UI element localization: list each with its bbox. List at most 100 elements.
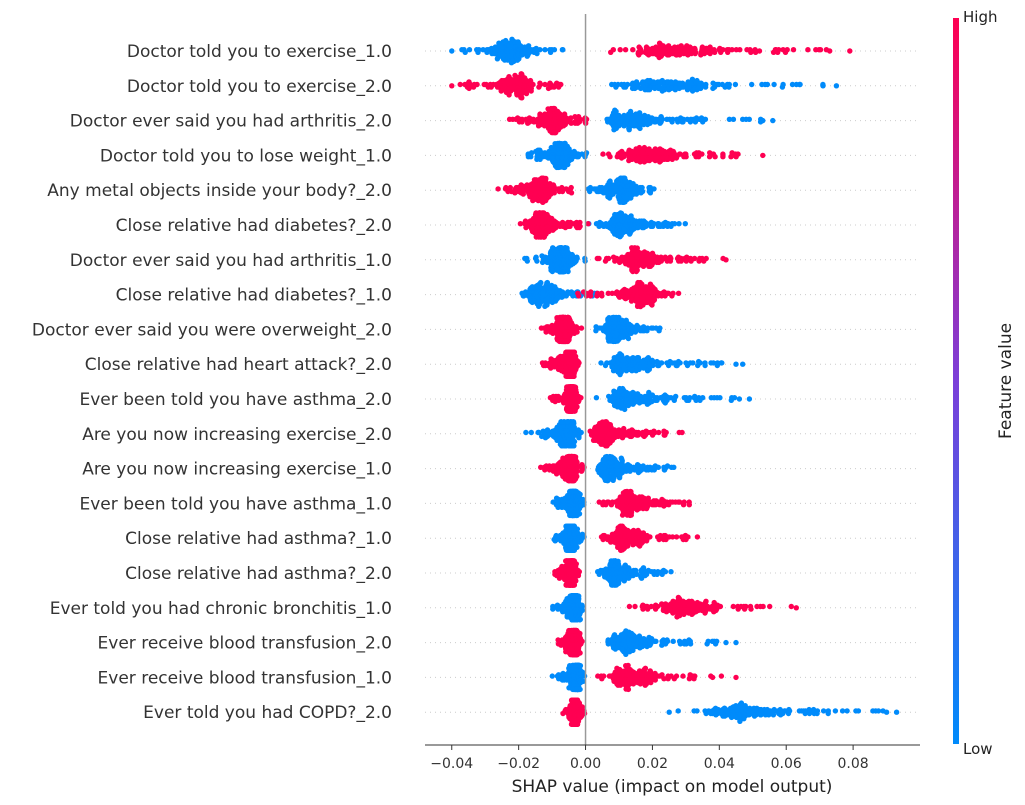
shap-point-3-low <box>556 164 562 171</box>
shap-point-4-high <box>568 190 575 196</box>
shap-point-2-low <box>675 119 681 125</box>
shap-point-8-high <box>557 314 563 321</box>
shap-point-2-low <box>633 111 639 117</box>
shap-point-4-high <box>520 191 526 197</box>
feature-label: Are you now increasing exercise_2.0 <box>82 425 392 445</box>
shap-point-3-low <box>537 156 543 162</box>
shap-point-9-low <box>654 358 660 365</box>
feature-label: Doctor told you to exercise_1.0 <box>127 42 392 62</box>
shap-point-1-low <box>749 81 755 88</box>
shap-point-2-high <box>514 115 521 121</box>
shap-point-1-high <box>498 88 504 94</box>
shap-point-5-low <box>627 231 633 237</box>
shap-point-13-high <box>643 505 650 512</box>
shap-point-10-low <box>708 395 714 401</box>
shap-point-2-low <box>664 116 670 123</box>
shap-point-11-high <box>615 433 622 440</box>
shap-point-4-high <box>495 186 501 192</box>
shap-point-2-low <box>677 115 684 121</box>
shap-point-6-high <box>651 253 657 259</box>
shap-point-3-low <box>548 144 554 151</box>
shap-point-7-high <box>661 289 667 295</box>
feature-label: Are you now increasing exercise_1.0 <box>82 460 392 480</box>
shap-point-0-high <box>684 43 690 49</box>
shap-point-13-high <box>659 496 665 503</box>
shap-point-13-low <box>573 488 579 495</box>
shap-point-5-high <box>549 215 555 222</box>
shap-point-0-high <box>689 49 695 55</box>
shap-outlier-point <box>760 152 766 159</box>
feature-label: Ever been told you have asthma_1.0 <box>79 494 392 514</box>
shap-point-10-low <box>673 393 679 400</box>
shap-point-0-high <box>780 47 786 53</box>
shap-point-10-high <box>550 393 556 400</box>
shap-outlier-point <box>827 48 833 54</box>
shap-point-14-low <box>553 532 559 539</box>
shap-point-10-low <box>630 389 636 396</box>
shap-point-1-low <box>702 84 709 90</box>
shap-point-7-low <box>534 301 540 307</box>
shap-point-11-high <box>587 428 593 434</box>
shap-point-9-low <box>638 364 644 370</box>
shap-point-0-high <box>630 47 636 53</box>
shap-point-0-low <box>519 52 525 58</box>
shap-point-4-low <box>617 175 624 181</box>
shap-point-2-low <box>616 112 622 119</box>
shap-point-9-low <box>684 362 691 369</box>
shap-point-4-high <box>524 182 530 188</box>
shap-point-3-high <box>729 150 735 156</box>
shap-point-0-low <box>534 50 540 57</box>
shap-point-3-high <box>695 154 702 160</box>
shap-point-5-high <box>562 224 569 231</box>
shap-point-0-high <box>717 45 723 52</box>
shap-point-5-low <box>676 221 682 227</box>
shap-point-15-low <box>630 572 636 579</box>
shap-outlier-point <box>760 117 766 124</box>
shap-point-6-high <box>701 258 707 264</box>
shap-point-2-high <box>553 129 559 136</box>
shap-point-10-high <box>562 391 568 397</box>
shap-point-1-low <box>779 84 786 90</box>
feature-label: Close relative had asthma?_1.0 <box>125 529 392 549</box>
shap-point-3-high <box>641 144 648 151</box>
shap-point-8-high <box>574 329 580 335</box>
shap-point-10-high <box>575 398 582 405</box>
shap-point-3-low <box>562 140 568 147</box>
shap-point-5-low <box>635 224 641 231</box>
shap-point-11-low <box>554 424 560 430</box>
shap-point-9-low <box>615 369 621 375</box>
shap-point-2-high <box>568 120 574 126</box>
shap-outlier-point <box>770 117 776 124</box>
shap-point-7-low <box>552 284 558 290</box>
shap-point-1-high <box>506 92 512 98</box>
shap-point-12-low <box>610 477 616 483</box>
shap-point-14-high <box>640 530 647 536</box>
shap-point-10-low <box>630 401 636 407</box>
shap-point-0-high <box>707 50 713 57</box>
shap-point-5-high <box>551 226 557 232</box>
shap-point-2-high <box>527 119 533 125</box>
shap-point-11-high <box>661 428 667 434</box>
shap-point-12-low <box>596 469 602 476</box>
shap-outlier-point <box>833 83 840 89</box>
shap-point-1-low <box>789 81 796 88</box>
shap-point-0-high <box>669 50 675 57</box>
shap-point-3-low <box>565 161 571 168</box>
shap-point-1-low <box>679 80 686 86</box>
shap-point-2-high <box>542 111 548 117</box>
shap-point-5-high <box>523 224 529 231</box>
shap-point-0-low <box>507 41 514 48</box>
shap-point-4-low <box>630 181 636 187</box>
shap-point-3-high <box>712 154 718 160</box>
shap-point-7-low <box>549 299 556 306</box>
shap-point-14-high <box>621 545 627 552</box>
shap-point-5-low <box>662 219 669 226</box>
shap-point-14-low <box>576 539 582 545</box>
shap-point-9-low <box>624 355 630 361</box>
shap-point-14-high <box>682 532 689 539</box>
shap-point-0-high <box>685 52 691 58</box>
shap-point-9-low <box>633 368 639 374</box>
shap-point-7-high <box>639 281 645 287</box>
feature-label: Ever receive blood transfusion_2.0 <box>98 634 392 654</box>
shap-point-8-low <box>656 328 662 334</box>
